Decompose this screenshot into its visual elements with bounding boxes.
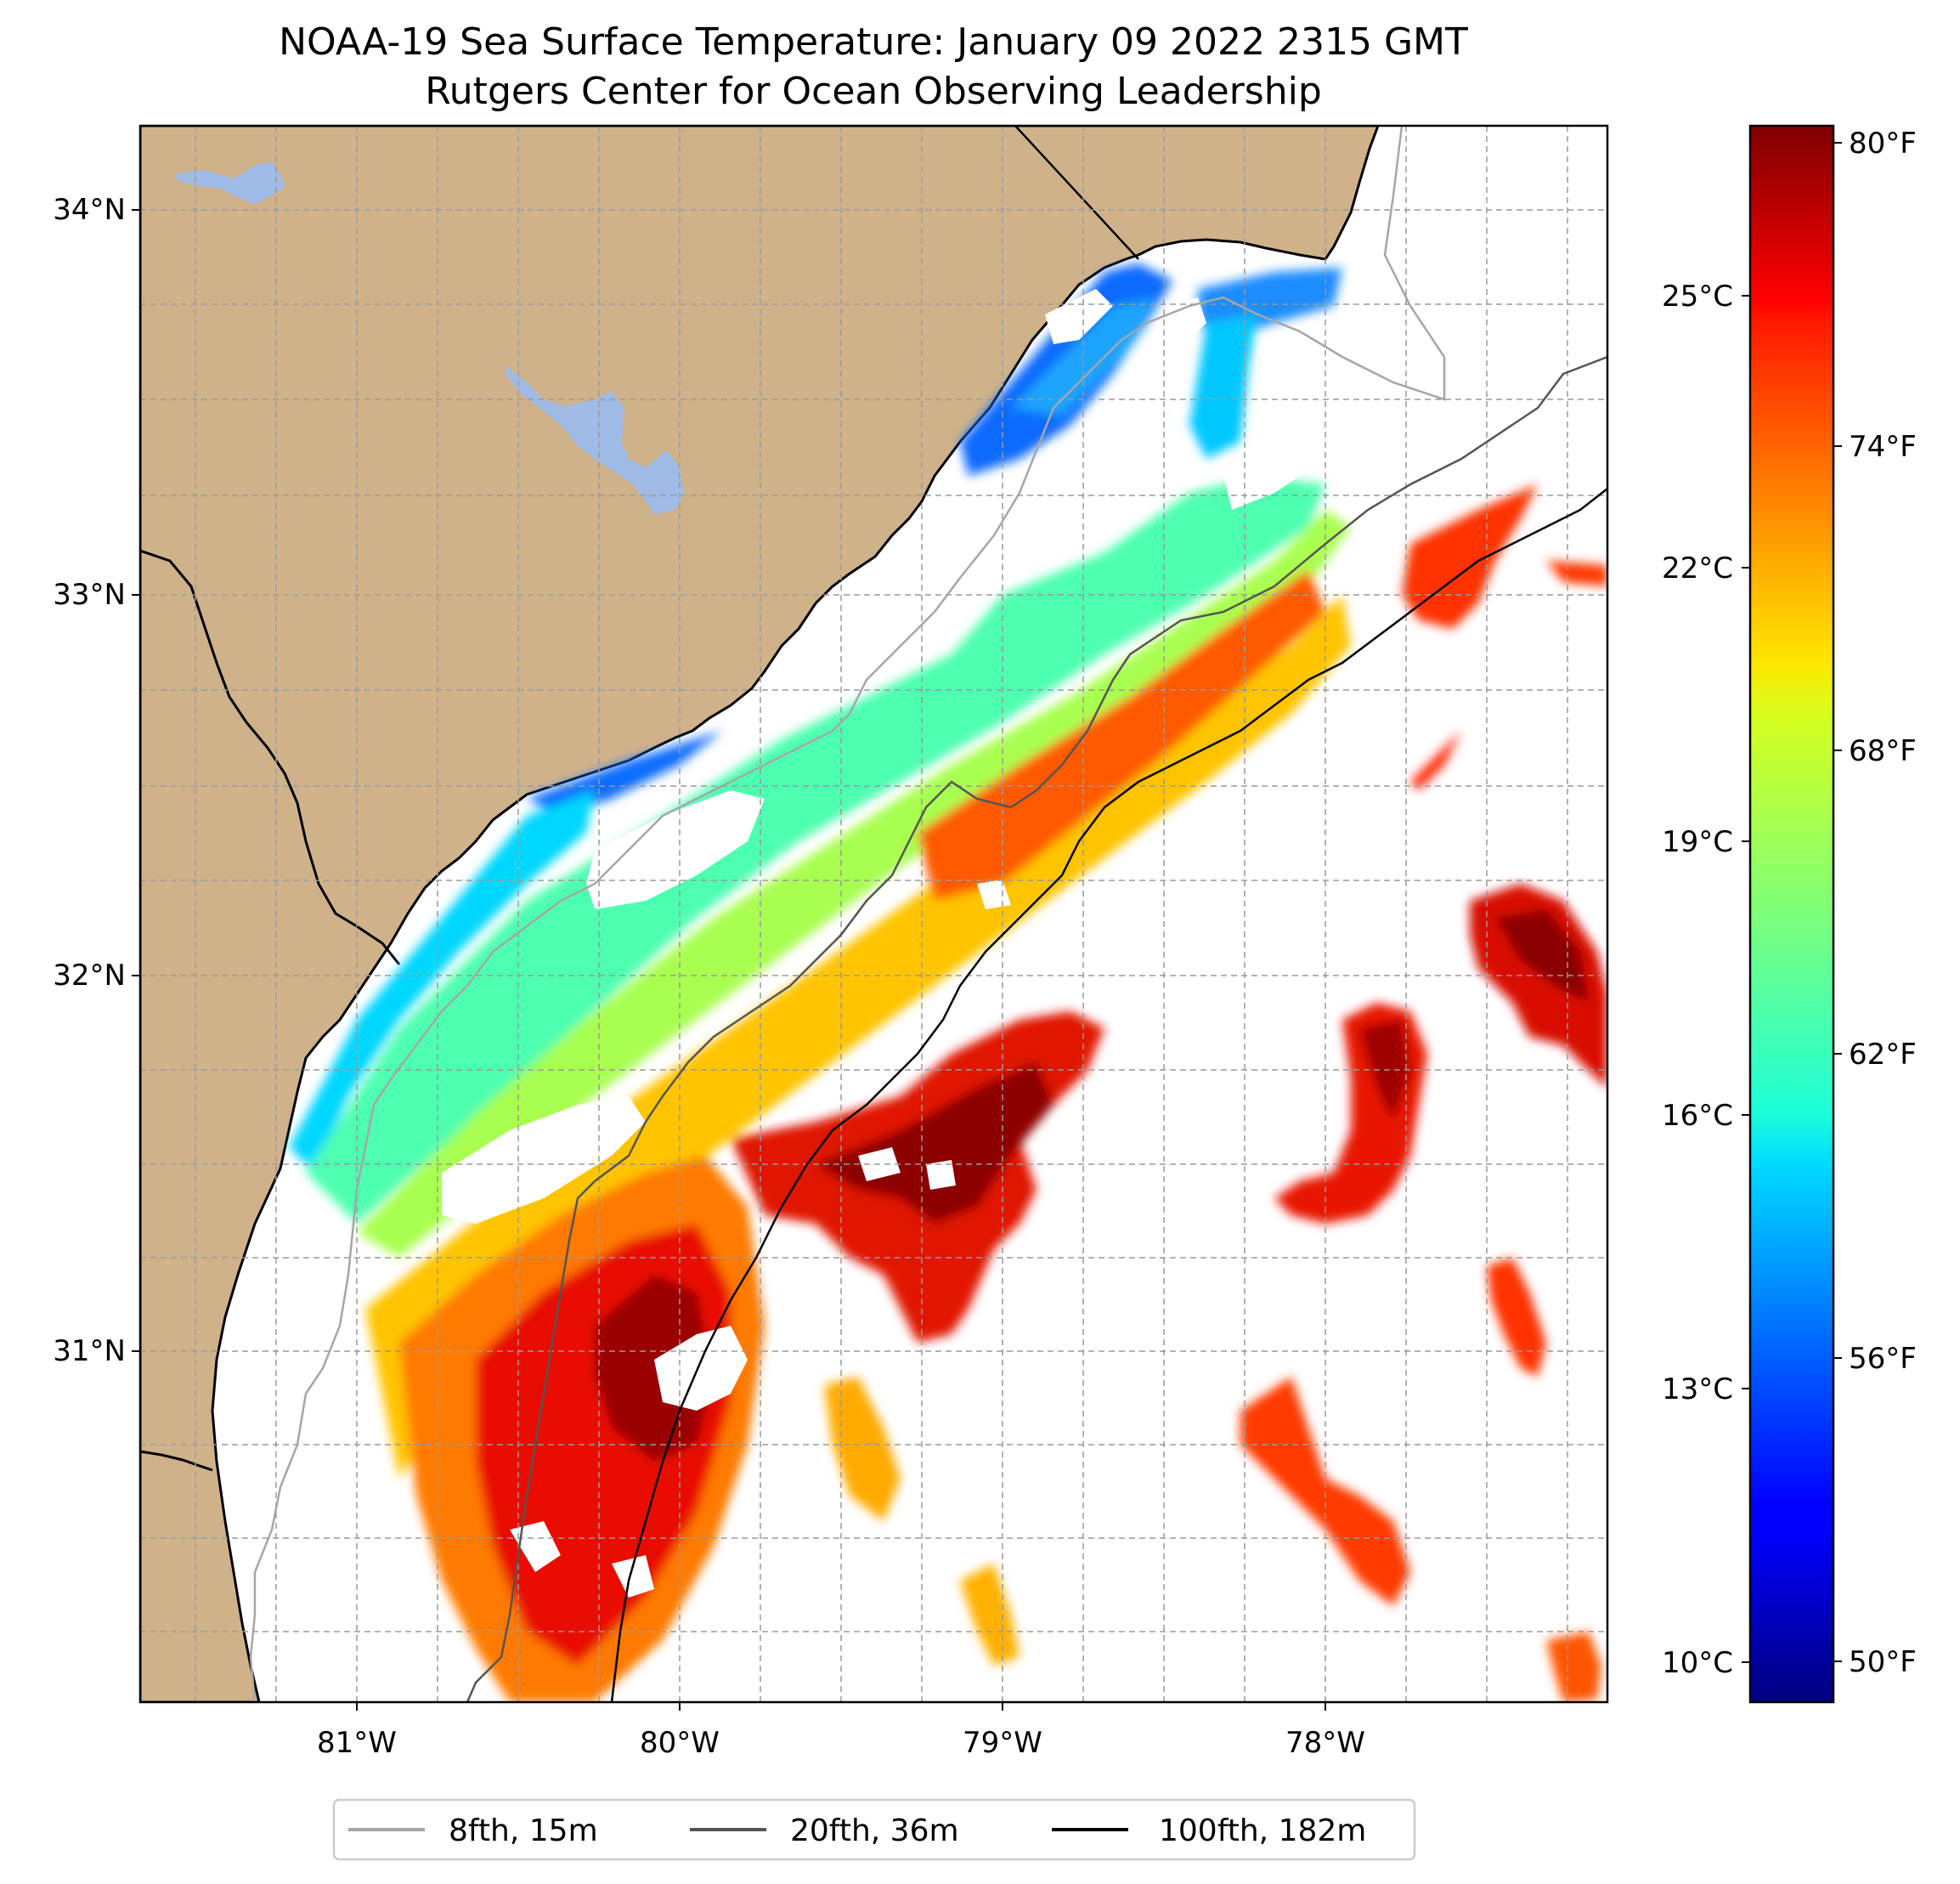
colorbar-gradient (1748, 124, 1835, 1704)
lon-tick-label: 78°W (1285, 1726, 1365, 1760)
legend-label-100fth: 100fth, 182m (1159, 1813, 1366, 1848)
lat-axis (132, 209, 140, 1352)
legend-label-8fth: 8fth, 15m (449, 1813, 598, 1848)
colorbar: 25°C 22°C 19°C 16°C 13°C 10°C 80°F 74°F … (1662, 124, 1917, 1704)
lake-north (174, 161, 285, 204)
colorbar-celsius-tick: 22°C (1662, 552, 1733, 586)
colorbar-fahrenheit-tick: 74°F (1849, 430, 1917, 464)
sst-swath (289, 263, 1607, 1702)
isobath-15m (249, 126, 1446, 1702)
map-title: NOAA-19 Sea Surface Temperature: January… (279, 20, 1468, 64)
lat-tick-label: 34°N (53, 193, 126, 227)
colorbar-fahrenheit-tick: 62°F (1849, 1038, 1917, 1072)
legend-box (332, 1798, 1416, 1861)
lon-tick-label: 81°W (317, 1726, 397, 1760)
isobath-36m (466, 355, 1607, 1702)
lat-tick-label: 32°N (53, 959, 126, 993)
lon-axis (356, 1702, 1326, 1711)
colorbar-celsius-tick: 19°C (1662, 825, 1733, 859)
lon-tick-label: 79°W (963, 1726, 1042, 1760)
data-gaps (442, 289, 1325, 1632)
gridlines (140, 126, 1607, 1702)
map-subtitle: Rutgers Center for Ocean Observing Leade… (425, 70, 1322, 113)
state-border-south (140, 1450, 213, 1472)
isobath-182m (610, 488, 1607, 1702)
land-mass (140, 126, 1380, 1702)
colorbar-celsius-tick: 16°C (1662, 1099, 1733, 1133)
colorbar-fahrenheit-tick: 56°F (1849, 1342, 1917, 1376)
legend-label-20fth: 20fth, 36m (790, 1813, 959, 1848)
colorbar-fahrenheit-tick: 50°F (1849, 1645, 1917, 1679)
lat-tick-label: 33°N (53, 578, 126, 612)
colorbar-fahrenheit-tick: 80°F (1849, 127, 1917, 161)
map-panel (138, 124, 1609, 1704)
map-frame (138, 124, 1609, 1704)
lake-marion (506, 365, 684, 514)
colorbar-celsius-tick: 10°C (1662, 1646, 1733, 1680)
colorbar-celsius-tick: 13°C (1662, 1372, 1733, 1406)
legend: 8fth, 15m 20fth, 36m 100fth, 182m (332, 1798, 1416, 1861)
colorbar-fahrenheit-tick: 68°F (1849, 734, 1917, 768)
lat-tick-label: 31°N (53, 1334, 126, 1368)
colorbar-celsius-tick: 25°C (1662, 280, 1733, 314)
state-border (1014, 126, 1139, 260)
lon-tick-label: 80°W (640, 1726, 720, 1760)
